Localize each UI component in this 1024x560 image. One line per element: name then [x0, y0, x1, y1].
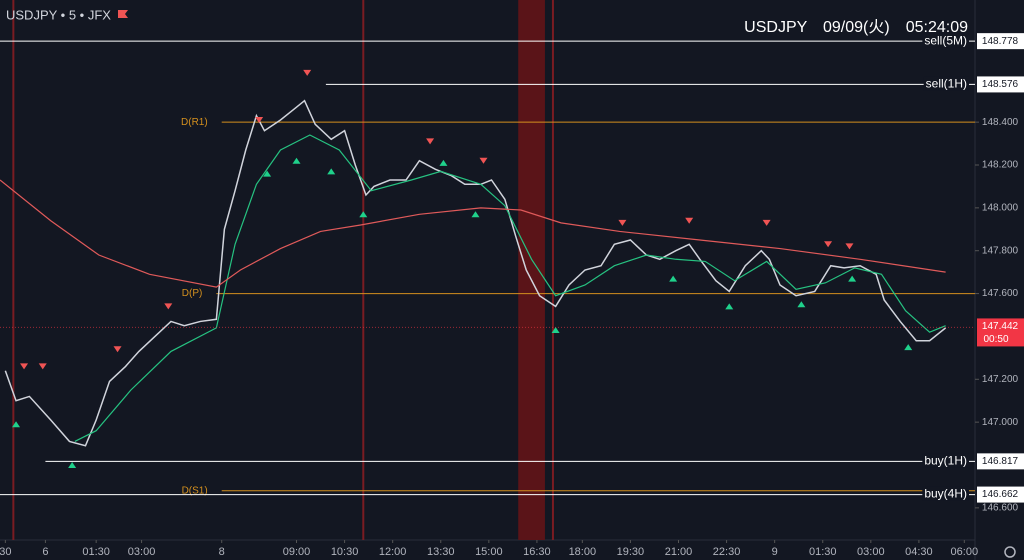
level-label-bg	[923, 76, 969, 91]
x-tick-label: 01:30	[809, 546, 837, 558]
x-tick-label: 09:00	[283, 546, 311, 558]
x-tick-label: 01:30	[82, 546, 110, 558]
y-tick-label: 147.200	[982, 374, 1019, 385]
level-label-bg	[922, 33, 969, 48]
series-line	[0, 179, 946, 288]
x-tick-label: 03:00	[857, 546, 885, 558]
price-box	[977, 486, 1024, 503]
price-box-label: 148.576	[982, 79, 1019, 90]
level-label-bg	[922, 453, 969, 468]
price-box-label: 148.778	[982, 36, 1019, 47]
clock: USDJPY 09/09(火) 05:24:09	[744, 19, 968, 36]
sell-signal	[38, 363, 47, 370]
flag-icon[interactable]	[118, 10, 128, 18]
x-tick-label: 30	[0, 546, 11, 558]
settings-icon[interactable]	[1004, 546, 1016, 558]
event-band	[518, 0, 545, 540]
y-tick-label: 147.800	[982, 245, 1019, 256]
buy-signal	[471, 211, 480, 218]
buy-signal	[439, 159, 448, 166]
plot: sell(5M) sell(1H) D(R1) D(P) buy(1H) D(S1) buy…	[0, 0, 975, 540]
sell-signal	[762, 219, 771, 226]
sell-signal	[164, 303, 173, 310]
y-tick-label: 147.000	[982, 417, 1019, 428]
x-tick-label: 10:30	[331, 546, 359, 558]
y-tick-label: 148.400	[982, 117, 1019, 128]
y-tick-label: 148.000	[982, 202, 1019, 213]
buy-signal	[359, 211, 368, 218]
x-tick-label: 9	[772, 546, 778, 558]
last-price-box	[977, 318, 1024, 347]
buy-signal	[669, 275, 678, 282]
level-label: sell(1H)	[926, 77, 967, 91]
price-box	[977, 76, 1024, 93]
x-tick-label: 04:30	[905, 546, 933, 558]
level-label: D(R1)	[181, 117, 208, 128]
sell-signal	[426, 138, 435, 145]
x-tick-label: 13:30	[427, 546, 455, 558]
series-line	[4, 99, 947, 447]
x-tick-label: 6	[42, 546, 48, 558]
level-label: D(S1)	[182, 485, 208, 496]
buy-signal	[263, 170, 272, 177]
price-box-label: 146.817	[982, 456, 1019, 467]
sell-signal	[845, 243, 854, 250]
sell-signal	[618, 219, 627, 226]
x-tick-label: 12:00	[379, 546, 407, 558]
price-box	[977, 33, 1024, 50]
level-label: D(P)	[182, 288, 203, 299]
buy-signal	[904, 344, 913, 351]
price-box	[977, 453, 1024, 470]
buy-signal	[68, 462, 77, 468]
level-label: buy(4H)	[924, 487, 967, 501]
x-tick-label: 22:30	[713, 546, 741, 558]
x-tick-label: 21:00	[665, 546, 693, 558]
x-tick-label: 03:00	[128, 546, 156, 558]
x-tick-label: 06:00	[951, 546, 979, 558]
sell-signal	[824, 241, 833, 248]
countdown: 00:50	[983, 334, 1008, 345]
x-tick-label: 16:30	[523, 546, 551, 558]
x-tick-label: 19:30	[617, 546, 645, 558]
buy-signal	[551, 327, 560, 333]
sell-signal	[303, 69, 312, 76]
y-tick-label: 147.600	[982, 288, 1019, 299]
x-tick-label: 18:00	[569, 546, 597, 558]
buy-signal	[848, 275, 857, 282]
y-tick-label: 148.200	[982, 160, 1019, 171]
x-tick-label: 8	[219, 546, 225, 558]
price-box-label: 146.662	[982, 489, 1019, 500]
sell-signal	[20, 363, 29, 370]
sell-signal	[113, 346, 122, 353]
buy-signal	[292, 157, 301, 164]
buy-signal	[12, 421, 21, 428]
buy-signal	[327, 168, 336, 175]
x-tick-label: 15:00	[475, 546, 503, 558]
buy-signal	[797, 301, 806, 308]
last-price-label: 147.442	[982, 321, 1019, 332]
level-label: buy(1H)	[924, 454, 967, 468]
sell-signal	[479, 157, 488, 164]
sell-signal	[685, 217, 694, 224]
series-line	[74, 134, 946, 442]
level-label-bg	[922, 486, 969, 501]
symbol: USDJPY • 5 • JFX	[6, 7, 111, 22]
sell-signal	[255, 117, 264, 123]
buy-signal	[725, 303, 734, 310]
y-tick-label: 146.600	[982, 502, 1019, 513]
level-label: sell(5M)	[924, 33, 967, 47]
